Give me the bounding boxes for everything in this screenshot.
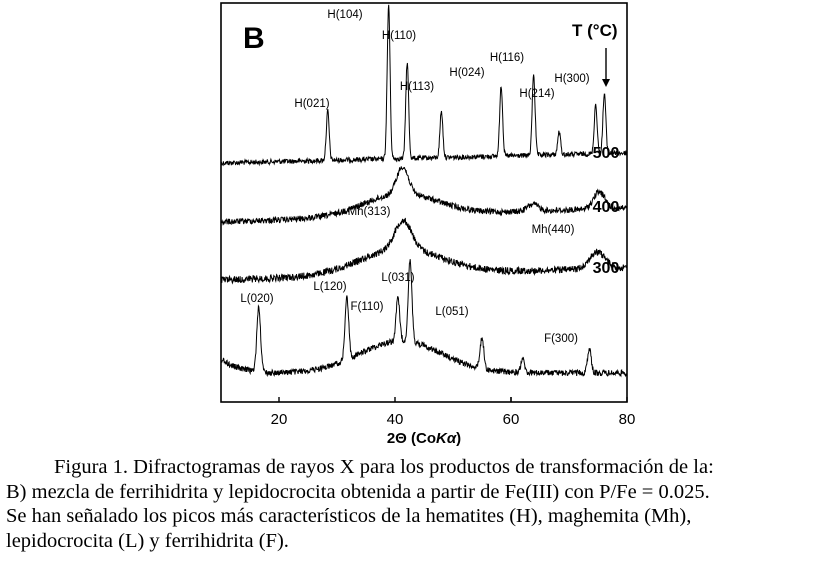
- x-axis-label: 2Θ (CoKα): [387, 430, 461, 447]
- caption-line: Se han señalado los picos más caracterís…: [6, 505, 692, 527]
- peak-label: L(051): [435, 306, 468, 318]
- peak-label: H(021): [294, 98, 329, 110]
- caption-line: B) mezcla de ferrihidrita y lepidocrocit…: [6, 480, 710, 503]
- trace-300: [220, 217, 628, 285]
- peak-label: H(024): [449, 67, 484, 79]
- temperature-label: 400: [593, 199, 620, 216]
- annotations: 500 400 300 H(021) H(104) H(110) H(113) H(024) H…: [240, 9, 619, 345]
- peak-label: H(104): [327, 9, 362, 21]
- x-tick-label: 20: [271, 411, 288, 428]
- peak-label: H(116): [490, 52, 524, 64]
- caption-line: Figura 1. Difractogramas de rayos X para…: [54, 456, 714, 478]
- temperature-arrow: [602, 48, 610, 87]
- peak-label: H(110): [382, 30, 416, 42]
- trace-500: [220, 4, 628, 167]
- panel-letter: B: [243, 22, 265, 55]
- peak-label: H(113): [400, 81, 434, 93]
- peak-label: F(300): [544, 333, 578, 345]
- peak-label: F(110): [350, 301, 383, 313]
- traces: [220, 4, 628, 378]
- trace-400: [220, 166, 628, 226]
- figure-caption: Figura 1. Difractogramas de rayos X para…: [6, 455, 828, 553]
- temperature-label: 300: [593, 260, 620, 277]
- x-tick-label: 40: [387, 411, 404, 428]
- temperature-label: 500: [593, 145, 620, 162]
- peak-label: L(120): [313, 281, 346, 293]
- x-tick-label: 60: [503, 411, 520, 428]
- peak-label: H(300): [554, 73, 589, 85]
- caption-line: lepidocrocita (L) y ferrihidrita (F).: [6, 529, 289, 552]
- temperature-header: T (°C): [572, 21, 618, 40]
- trace-original: [220, 259, 628, 378]
- plot-frame: [220, 2, 628, 403]
- xrd-figure: B T (°C) 20 40 60 80 500 400 300 H(021) H(104) H…: [220, 2, 636, 447]
- x-axis-ticks: 20 40 60 80: [271, 397, 636, 428]
- peak-label: L(020): [240, 293, 273, 305]
- peak-label: L(031): [381, 272, 414, 284]
- x-tick-label: 80: [619, 411, 636, 428]
- peak-label: Mh(440): [532, 224, 575, 236]
- peak-label: Mh(313): [348, 206, 391, 218]
- peak-label: H(214): [519, 88, 554, 100]
